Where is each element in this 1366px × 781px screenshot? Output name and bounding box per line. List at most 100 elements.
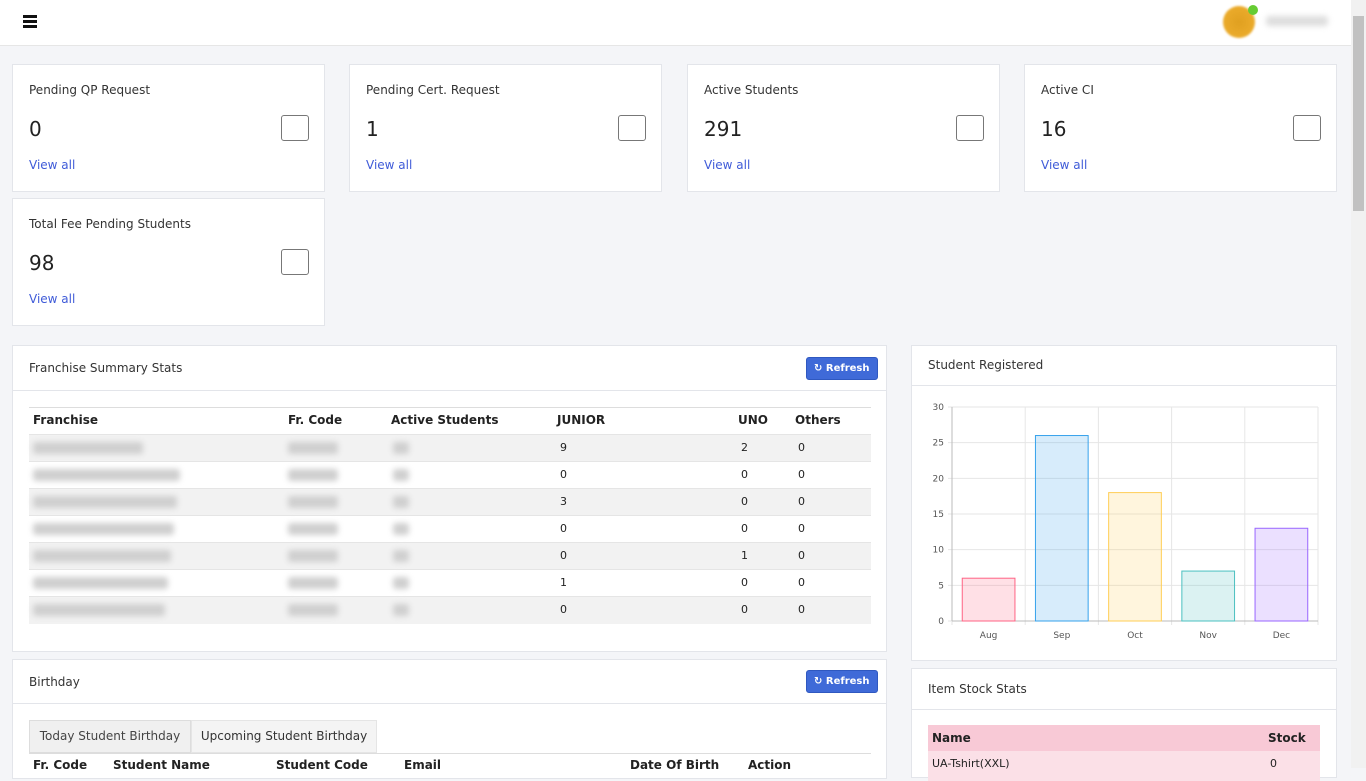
birthday-panel: Birthday ↻ Refresh Today Student Birthda… (12, 659, 887, 779)
scroll-thumb[interactable] (1353, 16, 1364, 211)
table-top-line (29, 407, 871, 408)
table-cell: 1 (560, 576, 567, 589)
card-value: 291 (704, 117, 743, 141)
card-icon (956, 115, 984, 141)
table-cell: UA-Tshirt(XXL) (932, 757, 1010, 770)
column-header: Student Code (276, 758, 368, 772)
franchise-name (33, 442, 143, 454)
active-count (393, 550, 409, 562)
card-link[interactable]: View all (704, 158, 751, 172)
tab-line (29, 753, 871, 754)
table-cell: 9 (560, 441, 567, 454)
card-icon (1293, 115, 1321, 141)
card-value: 0 (29, 117, 42, 141)
franchise-name (33, 550, 171, 562)
table-cell: 0 (798, 603, 805, 616)
column-header: Fr. Code (33, 758, 88, 772)
table-cell: 0 (798, 441, 805, 454)
panel-header (13, 346, 886, 391)
panel-header (912, 346, 1336, 386)
column-header: Active Students (391, 413, 499, 427)
table-cell: 0 (741, 522, 748, 535)
chart-title: Student Registered (928, 358, 1044, 372)
card-icon (281, 115, 309, 141)
x-tick-label: Dec (1273, 631, 1290, 641)
chart: 0 5 10 15 20 25 30 Aug Sep Oct Nov Dec (933, 403, 1319, 641)
card-title: Active CI (1041, 83, 1094, 97)
card-title: Active Students (704, 83, 799, 97)
tab[interactable]: Upcoming Student Birthday (191, 720, 377, 753)
active-count (393, 604, 409, 616)
card-title: Pending QP Request (29, 83, 151, 97)
x-tick-label: Oct (1127, 631, 1143, 641)
y-tick-label: 20 (933, 474, 945, 484)
franchise-code (288, 442, 338, 454)
franchise-code (288, 604, 338, 616)
user-name[interactable] (1266, 16, 1328, 26)
table-cell: 0 (798, 495, 805, 508)
stat-card: Active Students 291 View all (687, 64, 1000, 192)
table-cell: 0 (741, 603, 748, 616)
card-link[interactable]: View all (366, 158, 413, 172)
stat-card: Pending Cert. Request 1 View all (349, 64, 662, 192)
column-header: Franchise (33, 413, 99, 427)
franchise-code (288, 577, 338, 589)
column-header: Date Of Birth (630, 758, 720, 772)
active-count (393, 469, 409, 481)
table-cell: 0 (798, 522, 805, 535)
button-label[interactable]: Refresh (825, 676, 870, 687)
franchise-code (288, 469, 338, 481)
bar (1254, 527, 1309, 622)
x-tick-label: Aug (980, 631, 998, 641)
active-count (393, 442, 409, 454)
card-value: 1 (366, 117, 379, 141)
column-header: Fr. Code (288, 413, 343, 427)
card-icon (281, 249, 309, 275)
franchise-code (288, 550, 338, 562)
table-cell: 0 (798, 549, 805, 562)
x-tick-label: Nov (1199, 631, 1217, 641)
y-tick-label: 0 (938, 617, 944, 627)
card-value: 16 (1041, 117, 1067, 141)
column-header: JUNIOR (557, 413, 606, 427)
table-header (928, 725, 1320, 751)
menu-icon[interactable] (23, 15, 38, 28)
card-title: Pending Cert. Request (366, 83, 500, 97)
card-link[interactable]: View all (29, 292, 76, 306)
table-cell: 1 (741, 549, 748, 562)
card-link[interactable]: View all (29, 158, 76, 172)
bar (1034, 435, 1089, 622)
top-bar (0, 0, 1351, 46)
stat-card: Pending QP Request 0 View all (12, 64, 325, 192)
panel-header (912, 669, 1336, 710)
refresh-button[interactable]: ↻ Refresh (806, 670, 878, 693)
table-cell: 0 (741, 576, 748, 589)
column-header: Others (795, 413, 841, 427)
button-label[interactable]: Refresh (825, 363, 870, 374)
franchise-name (33, 496, 177, 508)
column-header: Student Name (113, 758, 210, 772)
stat-card: Total Fee Pending Students 98 View all (12, 198, 325, 326)
franchise-panel: Franchise Summary Stats ↻ Refresh Franch… (12, 345, 887, 652)
y-tick-label: 10 (933, 546, 945, 556)
refresh-button[interactable]: ↻ Refresh (806, 357, 878, 380)
column-header: Email (404, 758, 442, 772)
panel-title: Birthday (29, 675, 80, 689)
column-header: UNO (738, 413, 768, 427)
panel-title: Item Stock Stats (928, 682, 1027, 696)
card-link[interactable]: View all (1041, 158, 1088, 172)
scrollbar[interactable] (1351, 0, 1366, 768)
column-header: Name (932, 731, 971, 745)
tab[interactable]: Today Student Birthday (29, 720, 191, 753)
x-tick-label: Sep (1053, 631, 1070, 641)
franchise-name (33, 604, 165, 616)
table-cell: 0 (560, 522, 567, 535)
column-header: Action (748, 758, 792, 772)
y-tick-label: 25 (933, 439, 944, 449)
chart-panel: Student Registered 0 5 10 15 20 25 30 Aug Sep Oct… (911, 345, 1337, 661)
franchise-name (33, 469, 180, 481)
table-row (29, 596, 871, 624)
y-tick-label: 5 (938, 581, 944, 591)
stat-card: Active CI 16 View all (1024, 64, 1337, 192)
